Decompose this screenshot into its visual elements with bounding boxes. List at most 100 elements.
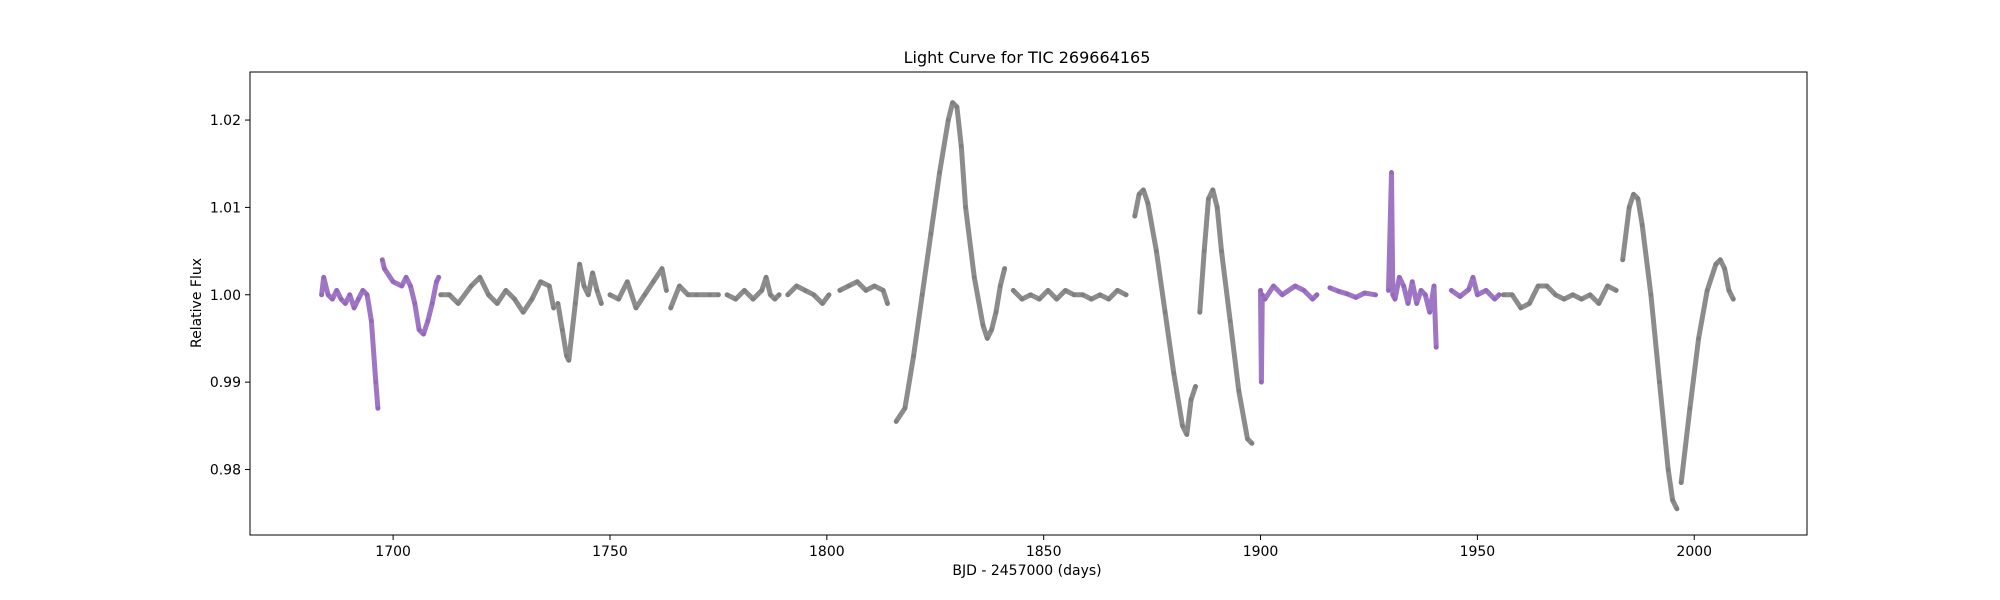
data-point bbox=[1028, 292, 1033, 297]
data-point bbox=[1141, 187, 1146, 193]
data-point bbox=[937, 170, 942, 175]
data-point bbox=[846, 283, 851, 289]
data-point bbox=[1648, 292, 1654, 297]
plot-frame bbox=[249, 71, 1808, 536]
data-point bbox=[338, 296, 344, 302]
data-point bbox=[885, 301, 890, 306]
data-point bbox=[577, 262, 582, 267]
data-point bbox=[1635, 196, 1641, 201]
light-curve-segment bbox=[1258, 283, 1320, 385]
data-point bbox=[1397, 275, 1402, 280]
data-point bbox=[347, 292, 352, 297]
data-point bbox=[1535, 283, 1541, 289]
light-curve-segment bbox=[379, 257, 442, 337]
data-point bbox=[1696, 336, 1701, 341]
data-point bbox=[911, 353, 916, 359]
y-tick-label: 1.01 bbox=[210, 200, 241, 216]
data-point bbox=[503, 288, 509, 293]
data-point bbox=[1136, 192, 1142, 197]
x-tick-label: 1950 bbox=[1460, 544, 1496, 560]
data-point bbox=[380, 257, 385, 262]
data-point bbox=[1596, 301, 1602, 306]
data-point bbox=[1071, 292, 1077, 297]
data-point bbox=[1310, 296, 1315, 302]
data-point bbox=[1249, 441, 1255, 446]
data-point bbox=[1527, 301, 1532, 306]
data-point bbox=[794, 283, 799, 289]
data-point bbox=[1561, 296, 1567, 302]
x-tick-label: 1700 bbox=[375, 544, 411, 560]
data-point bbox=[1228, 318, 1233, 324]
data-point bbox=[382, 266, 387, 271]
data-point bbox=[1401, 283, 1406, 289]
data-point bbox=[390, 279, 396, 284]
x-tick-label: 1750 bbox=[592, 544, 628, 560]
y-tick-label: 0.98 bbox=[210, 462, 241, 478]
data-point bbox=[1679, 480, 1684, 485]
light-curve-segment bbox=[1197, 187, 1255, 446]
data-point bbox=[894, 419, 899, 424]
data-point bbox=[707, 292, 712, 297]
data-point bbox=[1236, 388, 1242, 394]
data-point bbox=[1011, 288, 1016, 293]
data-point bbox=[456, 301, 461, 306]
data-point bbox=[1327, 285, 1333, 290]
data-point bbox=[1386, 288, 1391, 293]
x-tick-label: 1900 bbox=[1243, 544, 1279, 560]
data-point bbox=[521, 310, 526, 315]
x-axis-label: BJD - 2457000 (days) bbox=[952, 563, 1101, 579]
data-point bbox=[1193, 384, 1198, 389]
data-point bbox=[616, 296, 621, 302]
data-point bbox=[373, 379, 378, 385]
data-point bbox=[1314, 292, 1320, 297]
data-point bbox=[1336, 289, 1341, 294]
data-point bbox=[1271, 283, 1276, 289]
data-point bbox=[750, 296, 756, 302]
data-point bbox=[985, 336, 990, 341]
data-point bbox=[1726, 288, 1732, 293]
data-point bbox=[599, 301, 604, 306]
data-point bbox=[425, 318, 430, 324]
data-point bbox=[1414, 301, 1419, 306]
data-point bbox=[946, 117, 951, 123]
data-point bbox=[1301, 288, 1307, 293]
data-point bbox=[651, 279, 656, 284]
data-point bbox=[625, 279, 630, 284]
data-point bbox=[1132, 213, 1138, 219]
data-point bbox=[772, 296, 777, 302]
data-point bbox=[1410, 279, 1415, 284]
data-point bbox=[1258, 288, 1263, 293]
data-point bbox=[1579, 296, 1584, 302]
data-point bbox=[1713, 262, 1719, 267]
data-point bbox=[1202, 248, 1207, 254]
x-tick-label: 1800 bbox=[809, 544, 845, 560]
data-point bbox=[1045, 288, 1051, 293]
data-point bbox=[529, 296, 535, 302]
data-point bbox=[1614, 288, 1619, 293]
data-point bbox=[1389, 170, 1394, 175]
data-point bbox=[434, 279, 439, 284]
data-point bbox=[1080, 292, 1085, 297]
data-point bbox=[1627, 205, 1632, 210]
data-point bbox=[421, 331, 426, 337]
data-point bbox=[477, 275, 483, 280]
data-point bbox=[551, 305, 556, 311]
data-point bbox=[837, 288, 842, 293]
data-point bbox=[1449, 288, 1454, 293]
data-point bbox=[560, 327, 565, 332]
data-point bbox=[972, 275, 977, 280]
data-point bbox=[438, 292, 443, 297]
data-point bbox=[724, 292, 730, 297]
data-point bbox=[1392, 296, 1398, 302]
data-point bbox=[1640, 222, 1645, 228]
data-point bbox=[642, 292, 647, 297]
data-point bbox=[408, 283, 413, 289]
data-point bbox=[1123, 292, 1129, 297]
data-point bbox=[863, 288, 869, 293]
x-tick-label: 2000 bbox=[1676, 544, 1712, 560]
data-point bbox=[1501, 292, 1506, 297]
data-point bbox=[1262, 296, 1268, 302]
data-point bbox=[334, 288, 339, 293]
data-point bbox=[1115, 288, 1120, 293]
